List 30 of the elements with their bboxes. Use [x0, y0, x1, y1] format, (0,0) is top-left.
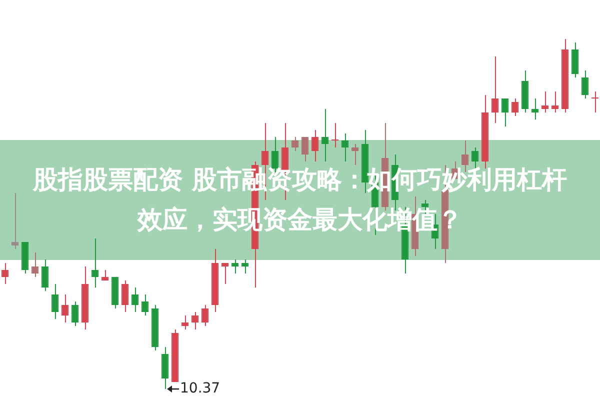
candlestick	[31, 252, 39, 278]
candlestick	[91, 238, 99, 288]
candlestick	[241, 259, 249, 274]
candlestick	[121, 280, 129, 312]
candlestick	[571, 42, 579, 78]
candlestick	[51, 284, 59, 320]
candlestick	[551, 91, 559, 113]
candlestick	[351, 144, 359, 166]
candlestick	[71, 301, 79, 326]
candlestick	[341, 133, 349, 162]
candlestick	[581, 70, 589, 99]
candlestick	[181, 315, 189, 330]
candlestick	[311, 130, 319, 162]
candlestick	[201, 304, 209, 326]
candlestick	[221, 262, 229, 284]
candlestick	[161, 346, 169, 390]
candlestick	[11, 192, 19, 250]
annotation: 10.37	[180, 380, 220, 397]
candlestick	[321, 108, 329, 162]
candlestick	[591, 91, 599, 113]
candlestick	[301, 136, 309, 162]
candlestick	[191, 312, 199, 330]
candlestick	[491, 56, 499, 124]
candlestick	[41, 259, 49, 292]
candlestick	[531, 98, 539, 120]
candlestick	[1, 262, 9, 284]
candlestick	[231, 259, 239, 274]
candlestick	[331, 122, 339, 148]
candlestick	[501, 98, 509, 127]
candlestick	[541, 91, 549, 113]
